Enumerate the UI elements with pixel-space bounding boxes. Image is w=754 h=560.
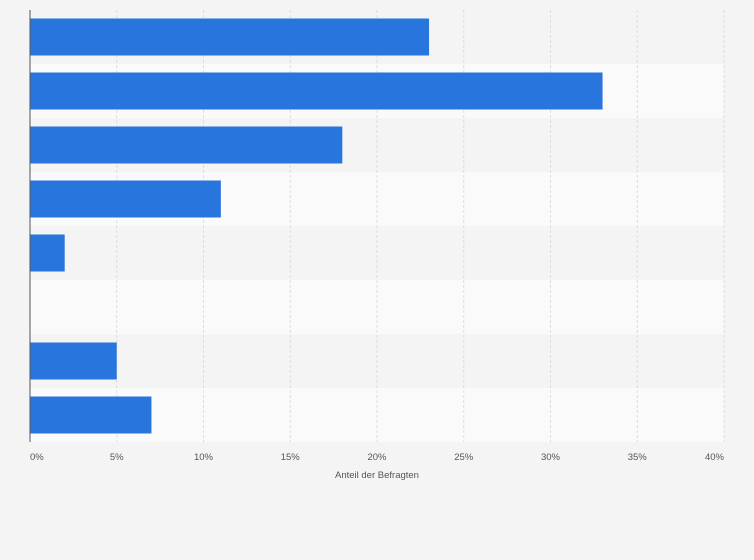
bar[interactable] (30, 126, 343, 164)
x-tick-label: 15% (281, 452, 301, 463)
x-tick-label: 20% (367, 452, 387, 463)
bar[interactable] (30, 342, 117, 380)
x-tick-label: 40% (705, 452, 725, 463)
x-tick-label: 10% (194, 452, 214, 463)
x-tick-label: 25% (454, 452, 474, 463)
bar[interactable] (30, 18, 430, 56)
x-tick-labels: 0% 5% 10% 15% 20% 25% 30% 35% 40% (30, 452, 725, 463)
x-tick-label: 0% (30, 452, 44, 463)
x-tick-label: 30% (541, 452, 561, 463)
bar[interactable] (30, 234, 65, 272)
x-tick-label: 5% (110, 452, 124, 463)
bar[interactable] (30, 180, 221, 218)
bar[interactable] (30, 396, 152, 434)
x-tick-label: 35% (628, 452, 648, 463)
bar[interactable] (30, 72, 603, 110)
bars (30, 18, 603, 434)
x-axis-title: Anteil der Befragten (335, 470, 419, 481)
